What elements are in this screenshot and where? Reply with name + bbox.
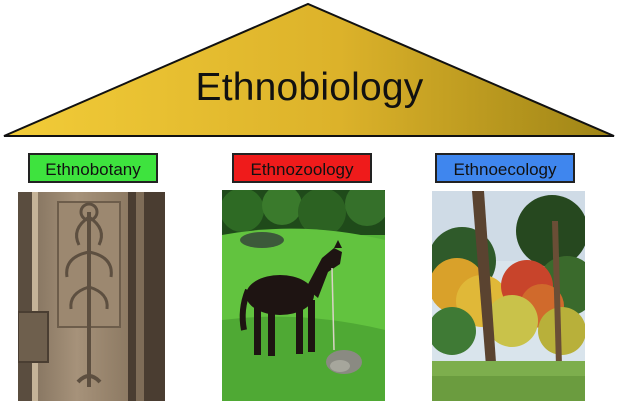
ethnobotany-photo xyxy=(18,192,165,401)
ethnobotany-label: Ethnobotany xyxy=(28,153,158,183)
ethnobiology-roof xyxy=(3,2,615,137)
ethnoecology-label: Ethnoecology xyxy=(435,153,575,183)
ethnozoology-label: Ethnozoology xyxy=(232,153,372,183)
ethnozoology-photo xyxy=(222,190,385,401)
ethnoecology-photo xyxy=(432,191,585,401)
page-title: Ethnobiology xyxy=(195,66,424,109)
